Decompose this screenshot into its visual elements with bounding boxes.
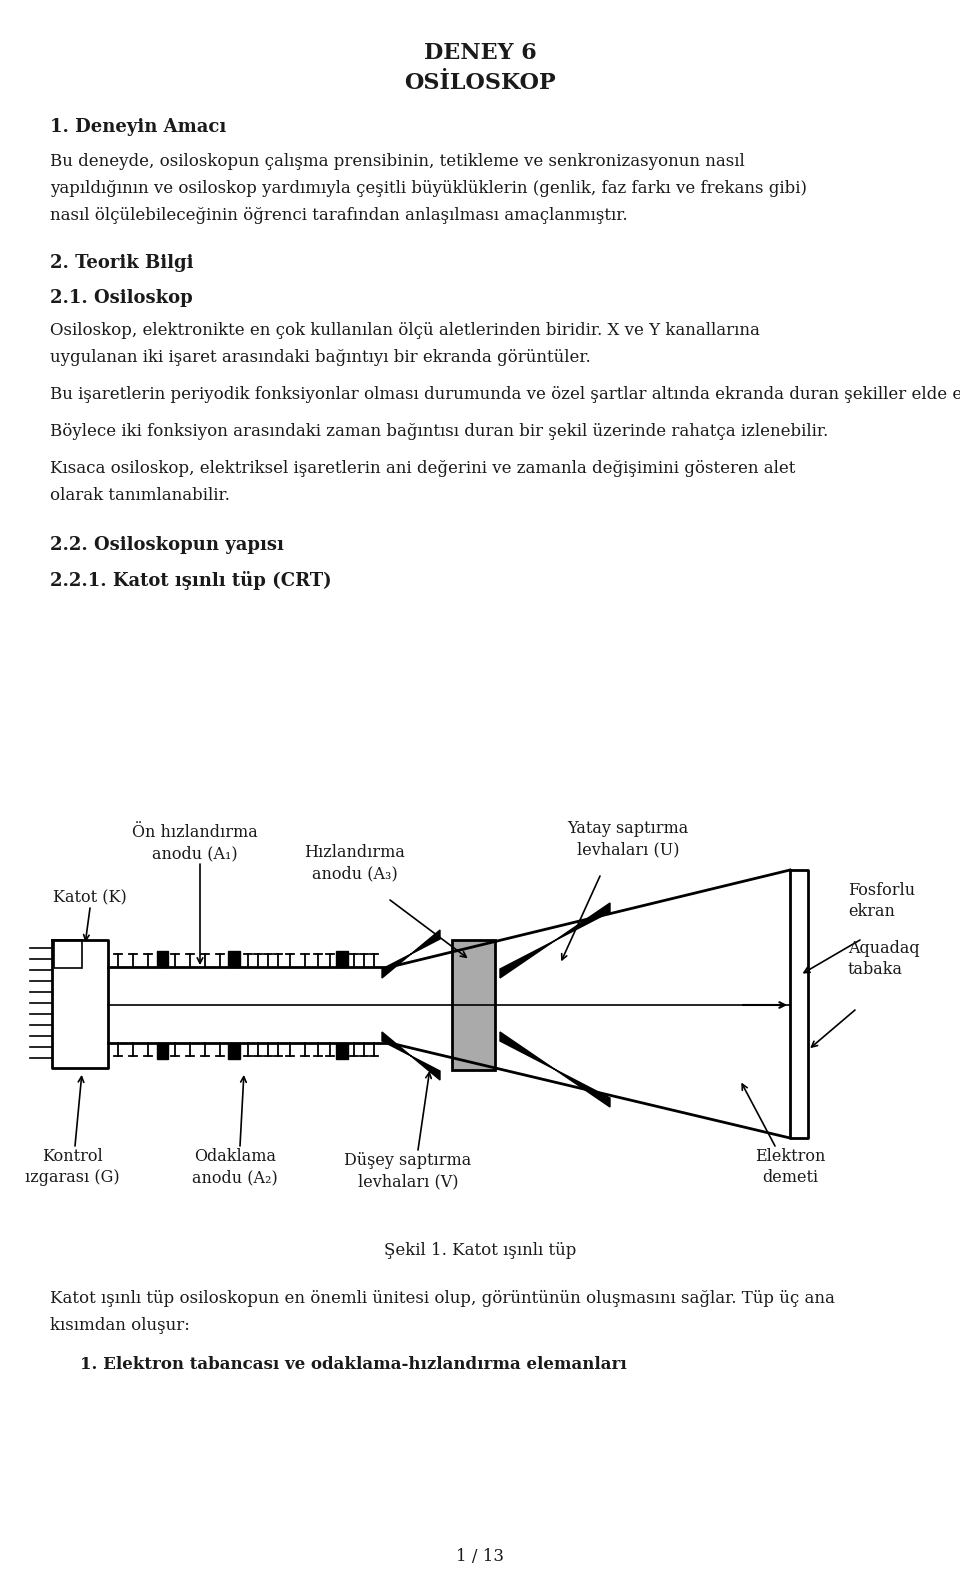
Text: Elektron
demeti: Elektron demeti bbox=[755, 1148, 826, 1185]
Text: yapıldığının ve osiloskop yardımıyla çeşitli büyüklüklerin (genlik, faz farkı ve: yapıldığının ve osiloskop yardımıyla çeş… bbox=[50, 181, 807, 196]
Text: Fosforlu
ekran: Fosforlu ekran bbox=[848, 882, 915, 920]
Text: Düşey saptırma
levhaları (V): Düşey saptırma levhaları (V) bbox=[345, 1152, 471, 1190]
Text: Bu işaretlerin periyodik fonksiyonlar olması durumunda ve özel şartlar altında e: Bu işaretlerin periyodik fonksiyonlar ol… bbox=[50, 387, 960, 402]
Text: DENEY 6: DENEY 6 bbox=[423, 42, 537, 64]
Text: Kısaca osiloskop, elektriksel işaretlerin ani değerini ve zamanla değişimini gös: Kısaca osiloskop, elektriksel işaretleri… bbox=[50, 461, 796, 476]
Text: uygulanan iki işaret arasındaki bağıntıyı bir ekranda görüntüler.: uygulanan iki işaret arasındaki bağıntıy… bbox=[50, 349, 590, 366]
Text: Hızlandırma
anodu (A₃): Hızlandırma anodu (A₃) bbox=[304, 844, 405, 882]
Bar bbox=[54, 940, 82, 968]
Text: olarak tanımlanabilir.: olarak tanımlanabilir. bbox=[50, 487, 229, 505]
Text: Katot ışınlı tüp osiloskopun en önemli ünitesi olup, görüntünün oluşmasını sağla: Katot ışınlı tüp osiloskopun en önemli ü… bbox=[50, 1291, 835, 1306]
Text: 1. Elektron tabancası ve odaklama-hızlandırma elemanları: 1. Elektron tabancası ve odaklama-hızlan… bbox=[80, 1357, 627, 1372]
Polygon shape bbox=[500, 902, 610, 978]
Polygon shape bbox=[336, 951, 348, 967]
Text: Odaklama
anodu (A₂): Odaklama anodu (A₂) bbox=[192, 1148, 277, 1185]
Polygon shape bbox=[157, 1042, 168, 1060]
Text: 1 / 13: 1 / 13 bbox=[456, 1548, 504, 1566]
Text: Katot (K): Katot (K) bbox=[53, 890, 127, 905]
Text: Yatay saptırma
levhaları (U): Yatay saptırma levhaları (U) bbox=[567, 821, 688, 858]
Text: 2.2.1. Katot ışınlı tüp (CRT): 2.2.1. Katot ışınlı tüp (CRT) bbox=[50, 571, 331, 590]
Text: nasıl ölçülebileceğinin öğrenci tarafından anlaşılması amaçlanmıştır.: nasıl ölçülebileceğinin öğrenci tarafınd… bbox=[50, 208, 628, 223]
Text: Ön hızlandırma
anodu (A₁): Ön hızlandırma anodu (A₁) bbox=[132, 824, 258, 861]
Text: kısımdan oluşur:: kısımdan oluşur: bbox=[50, 1317, 190, 1335]
Polygon shape bbox=[228, 951, 240, 967]
Polygon shape bbox=[500, 1031, 610, 1107]
Text: Böylece iki fonksiyon arasındaki zaman bağıntısı duran bir şekil üzerinde rahatç: Böylece iki fonksiyon arasındaki zaman b… bbox=[50, 423, 828, 440]
Text: Osiloskop, elektronikte en çok kullanılan ölçü aletlerinden biridir. X ve Y kana: Osiloskop, elektronikte en çok kullanıla… bbox=[50, 322, 760, 340]
Text: Şekil 1. Katot ışınlı tüp: Şekil 1. Katot ışınlı tüp bbox=[384, 1242, 576, 1259]
Text: 1. Deneyin Amacı: 1. Deneyin Amacı bbox=[50, 118, 227, 137]
Text: 2. Teorik Bilgi: 2. Teorik Bilgi bbox=[50, 255, 194, 272]
Polygon shape bbox=[157, 951, 168, 967]
Polygon shape bbox=[382, 931, 440, 978]
Text: OSİLOSKOP: OSİLOSKOP bbox=[404, 72, 556, 94]
Polygon shape bbox=[228, 1042, 240, 1060]
Text: 2.1. Osiloskop: 2.1. Osiloskop bbox=[50, 289, 193, 307]
Text: 2.2. Osiloskopun yapısı: 2.2. Osiloskopun yapısı bbox=[50, 536, 284, 553]
Text: Bu deneyde, osiloskopun çalışma prensibinin, tetikleme ve senkronizasyonun nasıl: Bu deneyde, osiloskopun çalışma prensibi… bbox=[50, 152, 745, 170]
Bar bbox=[452, 940, 495, 1071]
Polygon shape bbox=[336, 1042, 348, 1060]
Polygon shape bbox=[382, 1031, 440, 1080]
Text: Kontrol
ızgarası (G): Kontrol ızgarası (G) bbox=[25, 1148, 119, 1185]
Text: Aquadaq
tabaka: Aquadaq tabaka bbox=[848, 940, 920, 978]
